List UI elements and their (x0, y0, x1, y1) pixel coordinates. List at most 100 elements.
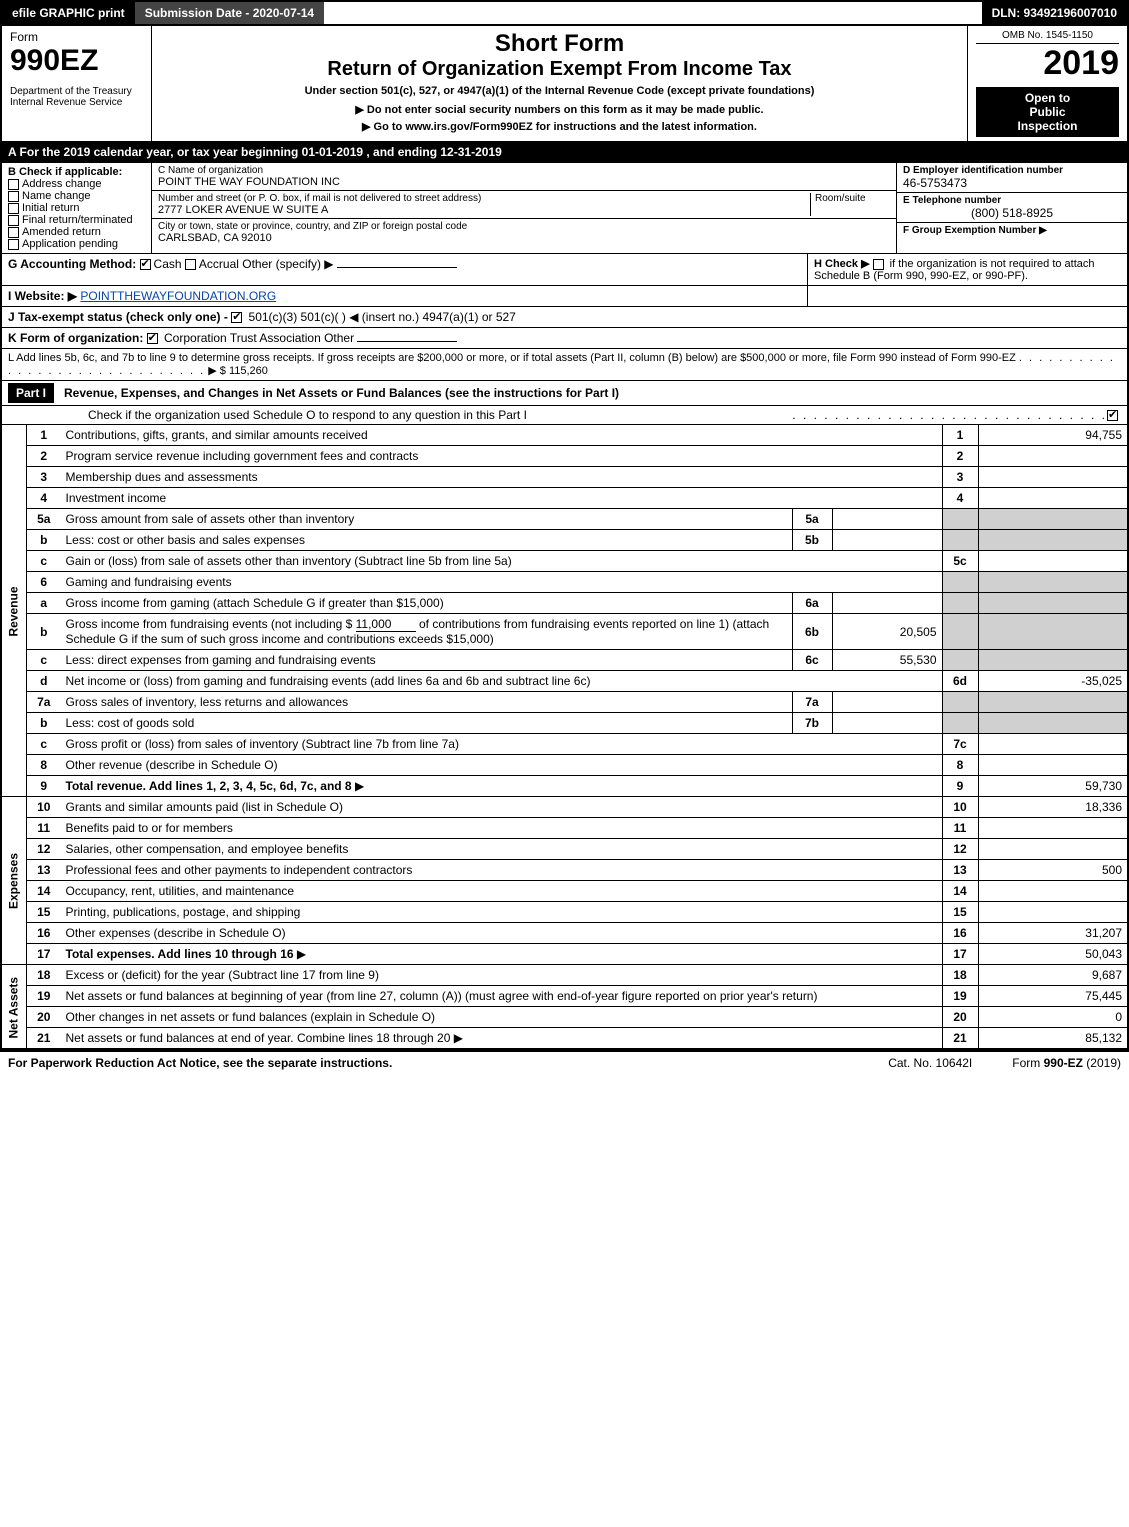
line-7c-no: c (27, 734, 61, 755)
line-7b-sub: 7b (792, 713, 832, 734)
line-17-col: 17 (942, 944, 978, 965)
line-5c-text: Gain or (loss) from sale of assets other… (66, 554, 512, 568)
g-label: G Accounting Method: (8, 257, 136, 271)
line-6a-amt (978, 593, 1128, 614)
other-specify-input[interactable] (337, 267, 457, 268)
paperwork-notice: For Paperwork Reduction Act Notice, see … (8, 1056, 888, 1070)
k-opts: Corporation Trust Association Other (164, 331, 354, 345)
line-15-col: 15 (942, 902, 978, 923)
line-20-text: Other changes in net assets or fund bala… (66, 1010, 436, 1024)
initial-return-label: Initial return (22, 202, 79, 214)
line-10-text: Grants and similar amounts paid (list in… (66, 800, 343, 814)
check-schedule-b[interactable] (873, 259, 884, 270)
line-21-text: Net assets or fund balances at end of ye… (66, 1031, 451, 1045)
city-label: City or town, state or province, country… (158, 221, 890, 232)
check-amended-return[interactable]: Amended return (8, 226, 145, 238)
part-i-check-row: Check if the organization used Schedule … (0, 406, 1129, 425)
check-cash[interactable] (140, 259, 151, 270)
line-15-no: 15 (27, 902, 61, 923)
line-7c-amt (978, 734, 1128, 755)
check-final-return[interactable]: Final return/terminated (8, 214, 145, 226)
line-15-amt (978, 902, 1128, 923)
line-12-text: Salaries, other compensation, and employ… (66, 842, 349, 856)
line-10-amt: 18,336 (978, 797, 1128, 818)
line-6b-fill: 11,000 (356, 617, 416, 632)
line-4-amt (978, 488, 1128, 509)
check-initial-return[interactable]: Initial return (8, 202, 145, 214)
form-number: 990EZ (10, 44, 143, 78)
other-org-input[interactable] (357, 341, 457, 342)
line-4-no: 4 (27, 488, 61, 509)
org-address: 2777 LOKER AVENUE W SUITE A (158, 204, 810, 216)
org-city: CARLSBAD, CA 92010 (158, 232, 890, 244)
line-14-text: Occupancy, rent, utilities, and maintena… (66, 884, 295, 898)
check-501c3[interactable] (231, 312, 242, 323)
open-line3: Inspection (980, 119, 1115, 133)
line-11-no: 11 (27, 818, 61, 839)
line-6-col (942, 572, 978, 593)
line-16-no: 16 (27, 923, 61, 944)
section-a: A For the 2019 calendar year, or tax yea… (2, 142, 1127, 162)
line-19-amt: 75,445 (978, 986, 1128, 1007)
check-application-pending[interactable]: Application pending (8, 238, 145, 250)
check-accrual[interactable] (185, 259, 196, 270)
line-6c-amt (978, 650, 1128, 671)
final-return-label: Final return/terminated (22, 214, 133, 226)
line-16-col: 16 (942, 923, 978, 944)
other-label: Other (specify) ▶ (242, 257, 333, 271)
line-9-no: 9 (27, 776, 61, 797)
section-c: C Name of organization POINT THE WAY FOU… (152, 163, 897, 253)
line-6c-col (942, 650, 978, 671)
line-5b-sub: 5b (792, 530, 832, 551)
cash-label: Cash (154, 257, 182, 271)
open-line1: Open to (980, 91, 1115, 105)
line-14-amt (978, 881, 1128, 902)
line-5a-amt (978, 509, 1128, 530)
line-7b-amt (978, 713, 1128, 734)
under-section: Under section 501(c), 527, or 4947(a)(1)… (160, 85, 959, 97)
phone: (800) 518-8925 (903, 206, 1121, 220)
efile-print[interactable]: efile GRAPHIC print (2, 2, 135, 24)
line-5b-col (942, 530, 978, 551)
check-address-change[interactable]: Address change (8, 178, 145, 190)
dln: DLN: 93492196007010 (982, 2, 1127, 24)
line-8-col: 8 (942, 755, 978, 776)
line-10-no: 10 (27, 797, 61, 818)
form-id-block: Form 990EZ Department of the Treasury In… (2, 26, 152, 141)
line-6-amt (978, 572, 1128, 593)
line-17-no: 17 (27, 944, 61, 965)
line-6b-amt (978, 614, 1128, 650)
h-label: H Check ▶ (814, 258, 870, 270)
line-5c-amt (978, 551, 1128, 572)
line-9-amt: 59,730 (978, 776, 1128, 797)
l-amount: ▶ $ 115,260 (208, 365, 268, 377)
check-corporation[interactable] (147, 333, 158, 344)
section-j: J Tax-exempt status (check only one) - 5… (2, 307, 522, 327)
line-21-no: 21 (27, 1028, 61, 1050)
goto-link[interactable]: ▶ Go to www.irs.gov/Form990EZ for instru… (160, 120, 959, 133)
line-7b-col (942, 713, 978, 734)
line-17-amt: 50,043 (978, 944, 1128, 965)
website-link[interactable]: POINTTHEWAYFOUNDATION.ORG (80, 289, 276, 303)
line-19-no: 19 (27, 986, 61, 1007)
line-7a-col (942, 692, 978, 713)
line-5a-subamt (832, 509, 942, 530)
line-6c-subamt: 55,530 (832, 650, 942, 671)
section-b-label: B Check if applicable: (8, 166, 145, 178)
section-l-row: L Add lines 5b, 6c, and 7b to line 9 to … (0, 349, 1129, 381)
line-6b-pre: Gross income from fundraising events (no… (66, 617, 356, 631)
line-1-col: 1 (942, 425, 978, 446)
line-6b-subamt: 20,505 (832, 614, 942, 650)
check-schedule-o[interactable] (1107, 410, 1118, 421)
line-21-col: 21 (942, 1028, 978, 1050)
line-5a-sub: 5a (792, 509, 832, 530)
line-5a-col (942, 509, 978, 530)
expenses-side-label: Expenses (1, 797, 27, 965)
line-7a-amt (978, 692, 1128, 713)
check-name-change[interactable]: Name change (8, 190, 145, 202)
line-9-text: Total revenue. Add lines 1, 2, 3, 4, 5c,… (66, 779, 352, 793)
line-17-text: Total expenses. Add lines 10 through 16 (66, 947, 294, 961)
line-6c-no: c (27, 650, 61, 671)
line-6b-col (942, 614, 978, 650)
h-continued (807, 286, 1127, 306)
